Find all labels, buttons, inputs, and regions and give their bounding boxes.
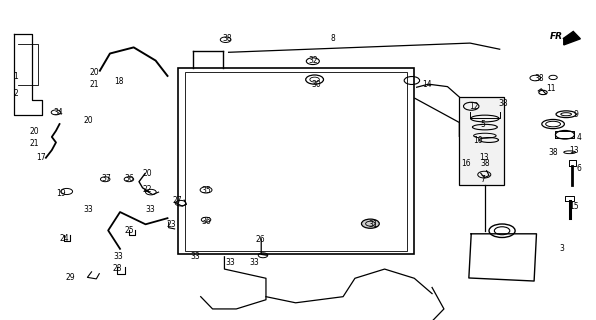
- Text: 4: 4: [577, 133, 582, 142]
- Text: 24: 24: [60, 234, 69, 243]
- Text: 31: 31: [368, 220, 378, 229]
- Text: 3: 3: [559, 244, 564, 253]
- Bar: [178, 68, 414, 254]
- Text: 20: 20: [89, 68, 99, 77]
- Text: 38: 38: [548, 148, 558, 157]
- Text: 7: 7: [481, 175, 486, 184]
- Text: 33: 33: [145, 205, 155, 214]
- Text: 38: 38: [498, 99, 508, 108]
- Text: 28: 28: [113, 264, 122, 273]
- Text: 36: 36: [202, 217, 212, 226]
- Polygon shape: [564, 31, 581, 45]
- Text: 23: 23: [166, 220, 176, 229]
- Text: 20: 20: [142, 169, 152, 178]
- Text: 33: 33: [226, 258, 235, 267]
- Text: 29: 29: [66, 274, 75, 283]
- Text: 20: 20: [83, 116, 93, 125]
- Text: 19: 19: [56, 188, 66, 197]
- Text: 32: 32: [309, 56, 318, 65]
- Text: 11: 11: [546, 84, 555, 93]
- Text: 30: 30: [311, 80, 321, 89]
- Text: 14: 14: [423, 80, 432, 89]
- Text: 2: 2: [13, 89, 18, 98]
- Text: 27: 27: [172, 196, 182, 204]
- Text: 38: 38: [222, 34, 232, 43]
- Text: 21: 21: [30, 139, 39, 148]
- Text: FR.: FR.: [550, 32, 566, 41]
- Text: 6: 6: [577, 164, 582, 173]
- Text: 20: 20: [30, 127, 39, 136]
- Text: 36: 36: [125, 174, 135, 183]
- Text: 21: 21: [89, 80, 99, 89]
- Text: 38: 38: [481, 159, 491, 168]
- Text: 15: 15: [570, 202, 579, 211]
- Text: 25: 25: [125, 226, 135, 235]
- Text: 38: 38: [534, 74, 544, 83]
- Text: 18: 18: [114, 77, 123, 86]
- Bar: [460, 97, 504, 185]
- Text: 12: 12: [469, 102, 479, 111]
- Text: 16: 16: [461, 159, 471, 168]
- Text: 34: 34: [54, 108, 63, 117]
- Text: 8: 8: [331, 34, 336, 43]
- Text: 26: 26: [255, 236, 265, 244]
- Circle shape: [362, 219, 379, 228]
- Text: 13: 13: [479, 153, 489, 162]
- Text: 37: 37: [101, 174, 111, 183]
- Text: 33: 33: [83, 205, 93, 214]
- Text: 13: 13: [570, 146, 579, 155]
- Text: 22: 22: [142, 186, 152, 195]
- Text: 10: 10: [473, 136, 483, 145]
- Text: 33: 33: [249, 258, 259, 267]
- Text: 1: 1: [13, 72, 18, 81]
- Text: 35: 35: [202, 186, 212, 196]
- Text: 5: 5: [481, 120, 486, 129]
- Text: 17: 17: [36, 153, 45, 162]
- Text: 33: 33: [190, 252, 200, 261]
- Text: 9: 9: [574, 110, 579, 119]
- Bar: [185, 72, 406, 251]
- Text: 33: 33: [113, 252, 123, 261]
